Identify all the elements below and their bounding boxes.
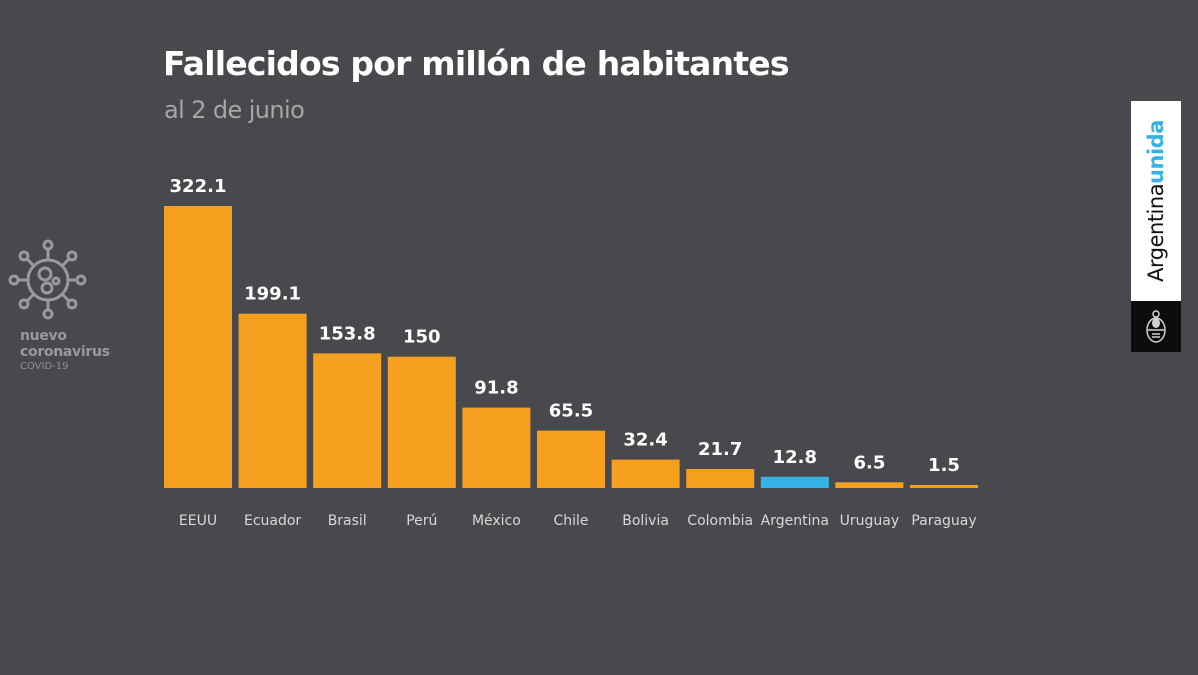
bar-brasil — [313, 353, 382, 488]
value-label-bolivia: 32.4 — [623, 430, 667, 451]
chart-subtitle: al 2 de junio — [164, 96, 305, 124]
brand-emblem-panel — [1131, 301, 1181, 352]
bar-uruguay — [835, 482, 904, 488]
value-label-argentina: 12.8 — [773, 447, 817, 468]
category-label-bolivia: Bolivia — [622, 513, 669, 529]
category-label-brasil: Brasil — [328, 513, 367, 529]
value-labels-group: 322.1 199.1 153.8 150 91.8 65.5 32.4 21.7 12.8 6.… — [170, 176, 960, 476]
category-label-ecuador: Ecuador — [244, 513, 301, 529]
value-label-colombia: 21.7 — [698, 439, 742, 460]
value-label-paraguay: 1.5 — [928, 455, 960, 476]
bar-colombia — [686, 469, 755, 488]
coronavirus-icon — [8, 239, 87, 320]
bar-paraguay — [910, 485, 978, 488]
bar-eeuu — [164, 206, 232, 488]
category-label-mexico: México — [472, 513, 521, 529]
category-labels-group: EEUU Ecuador Brasil Perú México Chile Bolivia C… — [179, 513, 977, 529]
category-label-peru: Perú — [406, 513, 437, 529]
bar-mexico — [462, 407, 531, 488]
brand-white-panel: Argentinaunida — [1131, 101, 1181, 301]
category-label-colombia: Colombia — [687, 513, 753, 529]
bar-ecuador — [238, 313, 307, 488]
logo-text-covid: COVID-19 — [20, 361, 69, 372]
bars-group — [164, 206, 978, 488]
value-label-uruguay: 6.5 — [853, 452, 885, 473]
value-label-peru: 150 — [403, 327, 441, 348]
bar-peru — [387, 356, 456, 488]
category-label-argentina: Argentina — [761, 513, 829, 529]
value-label-brasil: 153.8 — [319, 323, 376, 344]
category-label-paraguay: Paraguay — [911, 513, 976, 529]
logo-text-nuevo: nuevo — [20, 328, 67, 344]
category-label-uruguay: Uruguay — [840, 513, 900, 529]
category-label-chile: Chile — [553, 513, 588, 529]
coronavirus-logo: nuevo coronavirus COVID-19 — [8, 238, 118, 372]
logo-text-coronavirus: coronavirus — [20, 344, 110, 360]
bar-bolivia — [611, 459, 680, 488]
category-label-eeuu: EEUU — [179, 513, 217, 529]
value-label-mexico: 91.8 — [474, 378, 518, 399]
argentina-coat-of-arms-icon — [1146, 310, 1166, 343]
value-label-eeuu: 322.1 — [170, 176, 227, 197]
bar-argentina — [760, 476, 829, 488]
chart-title: Fallecidos por millón de habitantes — [163, 44, 790, 83]
value-label-chile: 65.5 — [549, 401, 593, 422]
bar-chile — [537, 430, 605, 488]
argentina-unida-brand: Argentinaunida — [1131, 101, 1181, 352]
value-label-ecuador: 199.1 — [244, 284, 301, 305]
